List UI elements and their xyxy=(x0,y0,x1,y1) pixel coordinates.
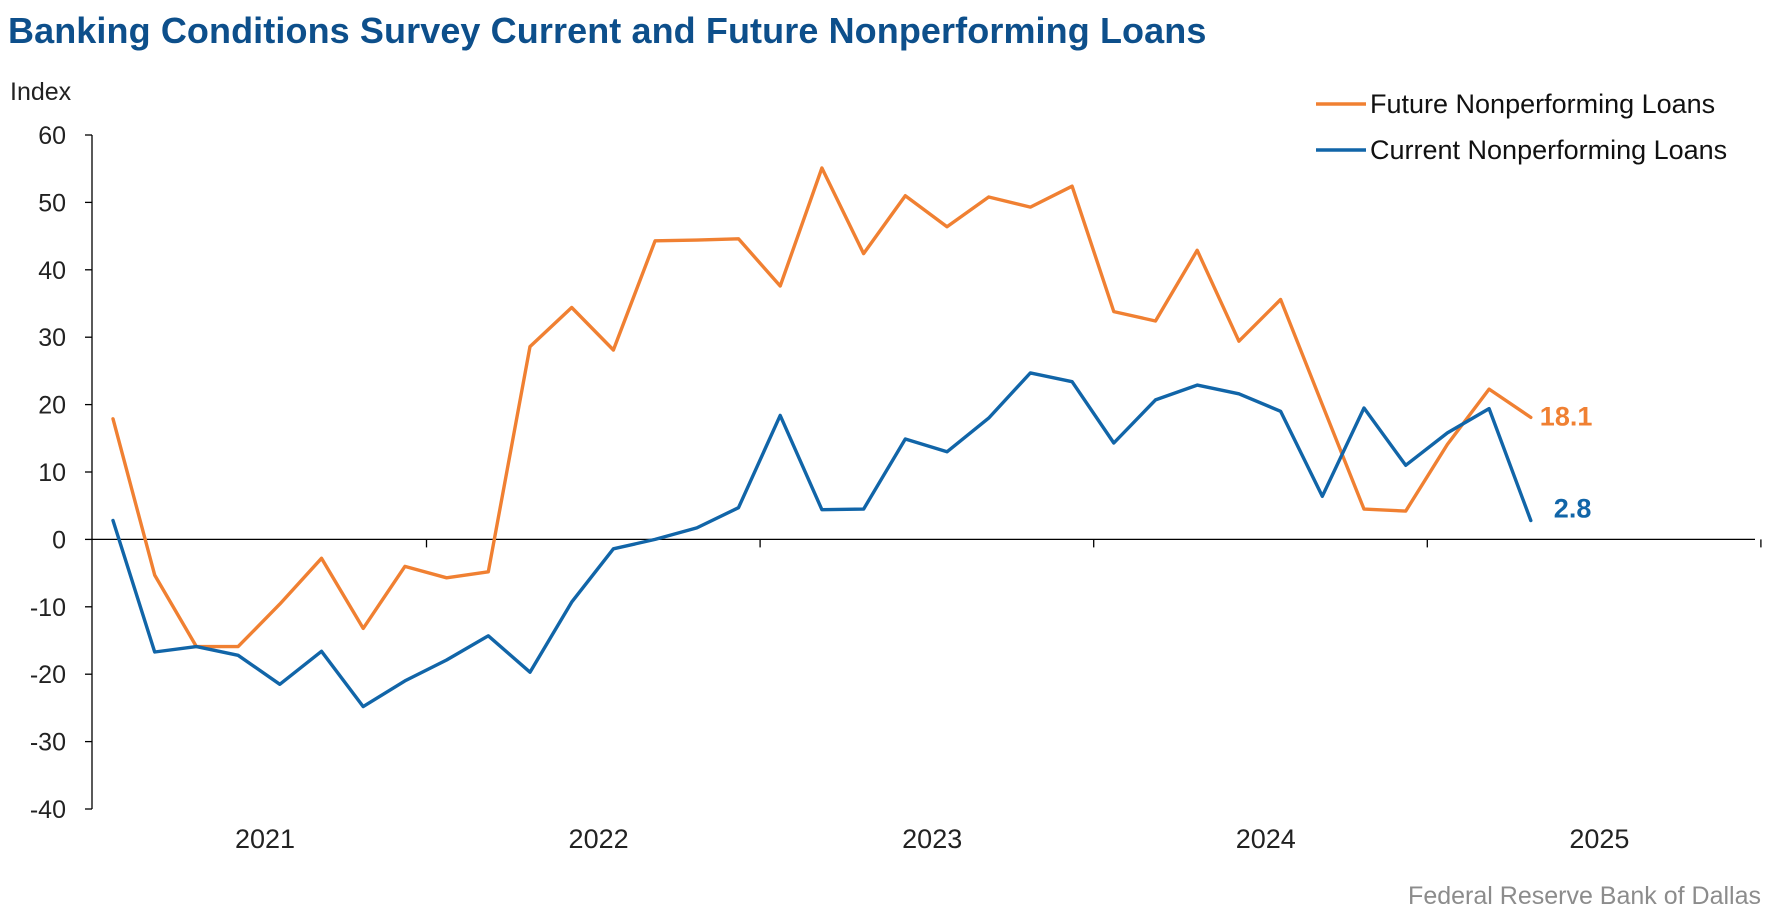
y-tick-label: 60 xyxy=(38,122,66,150)
y-tick-label: 40 xyxy=(38,257,66,285)
source-credit: Federal Reserve Bank of Dallas xyxy=(1408,882,1761,910)
future-end-label: 18.1 xyxy=(1540,401,1593,431)
x-tick-label: 2022 xyxy=(569,824,629,854)
y-tick-label: 50 xyxy=(38,189,66,217)
y-tick-label: 30 xyxy=(38,324,66,352)
x-tick-label: 2021 xyxy=(235,824,295,854)
series-lines xyxy=(111,166,1533,709)
current-nonperforming-loans-line xyxy=(111,371,1533,709)
y-axis-label: Index xyxy=(10,78,72,106)
axes xyxy=(91,135,1755,809)
y-tick-label: 10 xyxy=(38,459,66,487)
legend-label: Future Nonperforming Loans xyxy=(1370,89,1715,119)
end-labels: 18.1 2.8 xyxy=(1540,401,1593,523)
chart-title: Banking Conditions Survey Current and Fu… xyxy=(8,10,1207,51)
x-tick-label: 2025 xyxy=(1569,824,1629,854)
y-tick-label: -20 xyxy=(30,661,66,689)
legend: Future Nonperforming Loans Current Nonper… xyxy=(1316,89,1727,165)
x-tick-label: 2024 xyxy=(1236,824,1296,854)
legend-label: Current Nonperforming Loans xyxy=(1370,135,1727,165)
y-tick-label: -10 xyxy=(30,594,66,622)
y-axis-ticks: 60 50 40 30 20 10 0 -10 -20 -30 -40 xyxy=(30,122,92,824)
x-tick-label: 2023 xyxy=(902,824,962,854)
current-end-label: 2.8 xyxy=(1554,494,1592,524)
future-nonperforming-loans-line xyxy=(111,166,1533,649)
y-tick-label: -30 xyxy=(30,729,66,757)
y-tick-label: -40 xyxy=(30,796,66,824)
y-tick-label: 20 xyxy=(38,392,66,420)
x-axis-ticks: 2021 2022 2023 2024 2025 xyxy=(235,539,1762,854)
y-tick-label: 0 xyxy=(52,526,66,554)
